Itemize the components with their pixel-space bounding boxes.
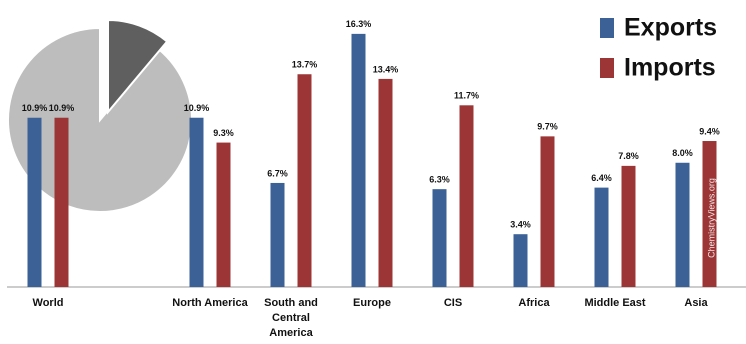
data-label: 6.7% bbox=[267, 168, 288, 178]
data-label: 9.3% bbox=[213, 128, 234, 138]
bar bbox=[27, 117, 42, 288]
x-tick-label: North America bbox=[172, 297, 248, 309]
watermark: ChemistryViews.org bbox=[706, 178, 716, 258]
data-label: 13.7% bbox=[292, 60, 318, 70]
data-label: 11.7% bbox=[454, 91, 479, 101]
data-label: 16.3% bbox=[346, 19, 372, 29]
bar bbox=[54, 117, 69, 288]
x-tick-label: Middle East bbox=[584, 297, 646, 309]
bar bbox=[621, 165, 636, 287]
bar bbox=[594, 187, 609, 287]
bar bbox=[216, 142, 231, 287]
bar bbox=[432, 189, 447, 287]
bar bbox=[513, 234, 528, 287]
decoration-pie bbox=[7, 18, 193, 213]
data-label: 10.9% bbox=[22, 103, 48, 113]
bar bbox=[297, 74, 312, 287]
data-label: 9.7% bbox=[537, 122, 558, 132]
bar bbox=[675, 162, 690, 287]
x-tick-label: World bbox=[32, 297, 64, 309]
data-label: 13.4% bbox=[373, 64, 399, 74]
legend-swatch bbox=[600, 58, 614, 78]
bar bbox=[378, 78, 393, 287]
x-tick-label: CIS bbox=[443, 297, 463, 309]
legend-label: Exports bbox=[624, 14, 717, 42]
bar bbox=[702, 141, 717, 287]
data-label: 7.8% bbox=[618, 151, 639, 161]
data-label: 6.3% bbox=[429, 175, 450, 185]
data-label: 9.4% bbox=[699, 126, 720, 136]
legend-label: Imports bbox=[624, 54, 716, 82]
pie-slice bbox=[107, 18, 169, 115]
legend-swatch bbox=[600, 18, 614, 38]
x-tick-label: Europe bbox=[353, 297, 391, 309]
bar bbox=[270, 182, 285, 287]
pie-body bbox=[7, 26, 193, 213]
bar bbox=[351, 33, 366, 287]
bar bbox=[540, 136, 555, 287]
data-label: 10.9% bbox=[184, 103, 210, 113]
x-tick-label: South and Central America bbox=[264, 297, 318, 339]
x-tick-label: Asia bbox=[684, 297, 708, 309]
x-tick-label: Africa bbox=[518, 297, 550, 309]
data-label: 6.4% bbox=[591, 173, 612, 183]
data-label: 3.4% bbox=[510, 220, 531, 230]
bar bbox=[189, 117, 204, 288]
data-label: 10.9% bbox=[49, 103, 75, 113]
bar bbox=[459, 105, 474, 288]
data-label: 8.0% bbox=[672, 148, 693, 158]
